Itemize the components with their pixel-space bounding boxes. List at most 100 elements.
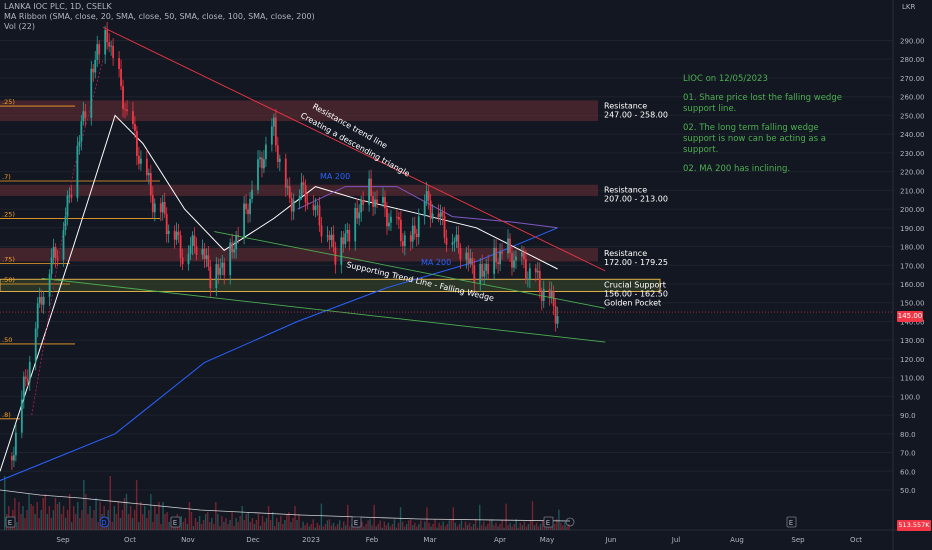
volume-bar [405,524,408,530]
event-marker [99,516,110,528]
y-tick-label: 100.0 [900,393,920,401]
candle-body [548,289,551,299]
volume-bar [533,525,536,530]
candle-body [132,111,134,125]
volume-bar [306,522,308,530]
volume-bar [454,522,457,530]
ma-ribbon-legend[interactable]: MA Ribbon (SMA, close, 20, SMA, close, 5… [4,12,315,21]
volume-bar [24,518,26,530]
y-tick-label: 110.00 [900,375,925,383]
volume-legend[interactable]: Vol (22) [4,22,35,31]
candle-body [259,157,261,160]
candle-body [495,247,498,263]
y-tick-label: 270.00 [900,75,925,83]
candle-body [110,45,113,47]
candle-body [413,225,416,234]
y-tick-label: 210.00 [900,187,925,195]
volume-bar [535,522,538,530]
volume-bar [253,524,256,530]
candle-body [362,199,365,205]
candle-body [370,178,372,197]
symbol-title[interactable]: LANKA IOC PLC, 1D, CSELK [4,2,112,11]
price-axis[interactable]: 290.00 280.00 270.00 260.00 250.00 240.00 230.… [900,38,925,496]
volume-bar [497,526,499,530]
volume-bar [182,522,185,530]
volume-bar [395,527,398,530]
volume-bar [326,520,329,530]
candle-body [120,68,122,87]
volume-bar [213,524,215,530]
event-marker [170,516,181,528]
volume-bar [79,518,81,530]
volume-bar [513,524,515,530]
candle-body [191,235,194,246]
volume-bar [355,527,357,530]
volume-bar [77,502,79,530]
volume-bar [93,510,95,530]
volume-bar [109,476,111,530]
candle-body [445,237,448,245]
volume-bar [22,506,24,530]
candle-body [245,203,247,210]
volume-bar [503,527,505,530]
volume-bar [338,520,341,530]
volume-bar [509,522,511,530]
volume-bar [558,509,560,530]
candle-body [451,242,454,245]
volume-bar [562,525,564,530]
volume-bar [472,524,475,530]
candle-body [68,194,71,196]
volume-bar [219,526,221,530]
volume-bar [448,520,450,530]
candle-body [165,213,168,235]
volume-bar [209,522,211,530]
volume-bar [499,524,501,530]
candle-body [348,229,351,242]
volume-bar [381,527,383,530]
volume-bar [160,524,162,530]
fib-label: .7) [2,173,11,181]
ma50-line [31,59,104,416]
candle-body [344,233,347,245]
zone-range: 172.00 - 179.25 [604,258,668,267]
candle-body [90,68,93,118]
candle-body [513,260,515,268]
candle-body [360,199,363,213]
volume-bar [485,526,487,530]
volume-bar [215,502,217,530]
y-tick-label: 150.00 [900,300,925,308]
volume-bar [184,518,187,530]
volume-bar [229,520,231,530]
volume-bar [271,512,274,530]
candle-body [145,158,148,176]
candle-body [82,111,85,122]
volume-bar [428,522,430,530]
candle-body [104,30,107,55]
volume-bar [347,504,349,530]
volume-bar [539,524,542,530]
volume-bar [383,521,386,530]
candle-body [522,252,525,260]
volume-bar [556,519,558,530]
note-item: 02. MA 200 has inclining. [683,164,791,174]
zone-range: 156.00 - 162.50 [604,289,668,298]
volume-bar [564,521,566,530]
volume-bar [446,524,448,530]
candle-body [161,202,164,213]
volume-bar [178,526,180,530]
volume-bar [294,506,296,530]
candle-body [205,255,208,259]
x-tick-label: Oct [850,536,862,544]
volume-bar [125,494,128,530]
candle-body [187,253,190,265]
candle-body [215,264,218,289]
volume-bar [239,516,241,530]
candle-body [22,376,25,400]
candle-body [229,242,232,276]
volume-bar [334,526,337,530]
candlesticks [11,21,559,470]
time-axis[interactable]: Sep Oct Nov Dec 2023 Feb Mar Apr May Jun Jul Aug Sep… [5,516,862,544]
